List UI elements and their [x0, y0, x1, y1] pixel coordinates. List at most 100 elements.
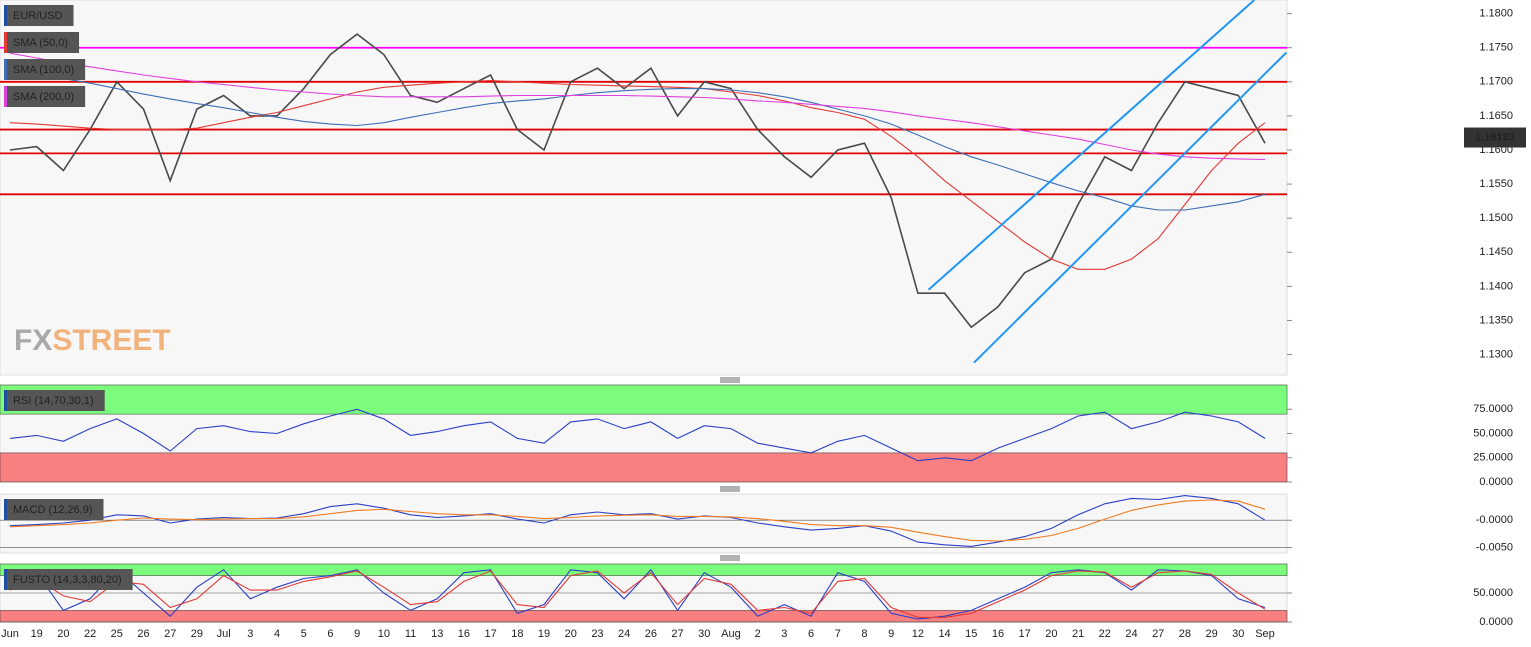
x-tick-label: 24 [1125, 628, 1137, 640]
x-tick-label: 24 [618, 628, 630, 640]
label-box [4, 86, 86, 107]
y-tick-label: -0.0050 [1476, 541, 1513, 553]
x-tick-label: 16 [992, 628, 1004, 640]
label-box [4, 499, 104, 520]
y-tick-label: 1.1650 [1479, 110, 1513, 122]
x-tick-label: Sep [1255, 628, 1275, 640]
y-tick-label: 50.0000 [1473, 427, 1513, 439]
legend-label: SMA (50,0) [13, 37, 68, 49]
x-tick-label: 10 [378, 628, 390, 640]
x-tick-label: 26 [645, 628, 657, 640]
x-tick-label: 15 [965, 628, 977, 640]
panel-background [0, 493, 1288, 554]
x-tick-label: Jul [217, 628, 231, 640]
last-price-box [1464, 127, 1526, 148]
x-tick-label: 27 [1152, 628, 1164, 640]
x-tick-label: 6 [327, 628, 333, 640]
y-tick-label: 1.1450 [1479, 246, 1513, 258]
x-tick-label: 28 [1179, 628, 1191, 640]
y-tick-label: 1.1700 [1479, 76, 1513, 88]
label-box [4, 569, 133, 590]
label-stripe [4, 59, 7, 80]
x-tick-label: 12 [912, 628, 924, 640]
series-line [9, 79, 1266, 270]
series-line [9, 408, 1266, 462]
y-tick-label: 0.0000 [1479, 476, 1513, 488]
x-tick-label: 29 [1205, 628, 1217, 640]
x-tick-label: 17 [1019, 628, 1031, 640]
watermark-fx: FX [14, 324, 52, 357]
x-tick-label: 9 [354, 628, 360, 640]
trend-line [973, 51, 1288, 364]
label-box [4, 32, 80, 53]
panel-title: MACD (12,26,9) [13, 504, 92, 516]
label-stripe [4, 32, 7, 53]
y-tick-label: 0.0000 [1479, 616, 1513, 628]
band [0, 610, 1288, 623]
x-tick-label: 6 [808, 628, 814, 640]
band [0, 563, 1288, 576]
label-box [4, 59, 86, 80]
x-tick-label: 11 [405, 628, 416, 640]
y-tick-label: -0.0000 [1476, 514, 1513, 526]
x-tick-label: 14 [938, 628, 950, 640]
x-tick-label: 27 [671, 628, 683, 640]
label-stripe [4, 86, 7, 107]
x-tick-label: 20 [57, 628, 69, 640]
label-stripe [4, 390, 7, 411]
x-tick-label: 5 [301, 628, 307, 640]
trend-line [927, 0, 1255, 291]
panel-title: EUR/USD [13, 10, 63, 22]
legend-label: SMA (200,0) [13, 91, 74, 103]
last-price-label: 1.16183 [1475, 131, 1515, 143]
label-stripe [4, 569, 7, 590]
label-box [4, 390, 105, 411]
x-tick-label: Aug [721, 628, 741, 640]
y-tick-label: 75.0000 [1473, 403, 1513, 415]
series-line [9, 499, 1266, 542]
panel-title: FUSTO (14,3,3,80,20) [13, 574, 122, 586]
watermark-street: STREET [52, 324, 170, 357]
y-tick-label: 1.1500 [1479, 212, 1513, 224]
series-line [9, 570, 1266, 618]
x-tick-label: 29 [191, 628, 203, 640]
y-tick-label: 1.1350 [1479, 314, 1513, 326]
series-line [9, 52, 1266, 161]
x-tick-label: 22 [84, 628, 96, 640]
x-tick-label: 21 [1072, 628, 1084, 640]
panel-background [0, 0, 1288, 376]
x-tick-label: 27 [164, 628, 176, 640]
series-line [9, 495, 1266, 547]
series-line [9, 67, 1266, 211]
x-tick-label: 3 [247, 628, 253, 640]
series-line [9, 568, 1266, 620]
legend-label: SMA (100,0) [13, 64, 74, 76]
band [0, 384, 1288, 415]
y-tick-label: 1.1300 [1479, 348, 1513, 360]
x-tick-label: 20 [565, 628, 577, 640]
x-tick-label: 26 [137, 628, 149, 640]
x-tick-label: 9 [888, 628, 894, 640]
y-tick-label: 25.0000 [1473, 452, 1513, 464]
x-tick-label: 30 [698, 628, 710, 640]
watermark: FXSTREET [14, 324, 171, 357]
y-tick-label: 1.1550 [1479, 178, 1513, 190]
x-tick-label: 2 [755, 628, 761, 640]
x-tick-label: 18 [511, 628, 523, 640]
panel-title: RSI (14,70,30,1) [13, 395, 94, 407]
x-tick-label: 4 [274, 628, 280, 640]
label-box [4, 5, 74, 26]
x-tick-label: 23 [591, 628, 603, 640]
x-tick-label: 19 [538, 628, 550, 640]
x-tick-label: 19 [31, 628, 43, 640]
x-tick-label: 30 [1232, 628, 1244, 640]
x-tick-label: 3 [781, 628, 787, 640]
series-line [9, 33, 1266, 329]
x-tick-label: 17 [485, 628, 497, 640]
x-tick-label: 16 [458, 628, 470, 640]
x-tick-label: 13 [431, 628, 443, 640]
x-tick-label: 22 [1099, 628, 1111, 640]
